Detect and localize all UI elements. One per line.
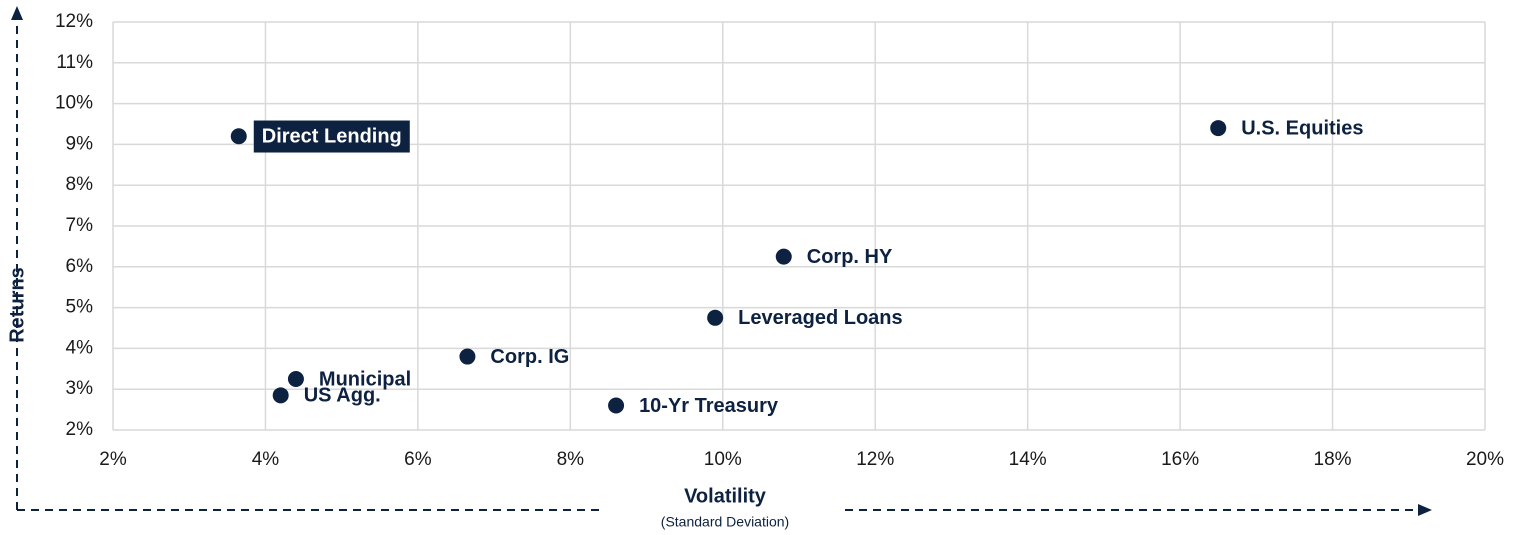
x-tick-label: 18%	[1314, 449, 1352, 470]
point-label: Municipal	[319, 368, 411, 390]
y-tick-label: 6%	[66, 256, 94, 277]
point-label: Direct Lending	[262, 126, 402, 148]
y-tick-label: 11%	[56, 52, 93, 73]
x-tick-label: 4%	[252, 449, 280, 470]
y-tick-label: 10%	[55, 93, 93, 114]
y-arrow-head	[11, 6, 23, 20]
point	[287, 371, 304, 387]
x-tick-label: 2%	[99, 449, 127, 470]
x-arrow-head	[1418, 504, 1432, 516]
x-tick-label: 14%	[1009, 449, 1047, 470]
x-tick-label: 20%	[1466, 449, 1504, 470]
point-label: U.S. Equities	[1241, 117, 1363, 139]
y-tick-label: 2%	[66, 419, 94, 440]
x-tick-label: 6%	[404, 449, 432, 470]
point	[459, 348, 476, 365]
x-axis-title: Volatility	[684, 485, 767, 507]
label-box	[253, 120, 410, 153]
point	[272, 387, 289, 404]
x-tick-label: 8%	[557, 449, 585, 470]
point	[707, 309, 724, 326]
point-label: Corp. HY	[807, 246, 893, 268]
y-tick-label: 3%	[66, 378, 94, 399]
axis-arrows	[16, 22, 1418, 511]
point-label: US Agg.	[304, 385, 381, 407]
point-label: Leveraged Loans	[738, 307, 903, 329]
x-tick-label: 16%	[1161, 449, 1199, 470]
point	[608, 397, 625, 414]
x-tick-label: 12%	[856, 449, 894, 470]
point-label: 10-Yr Treasury	[639, 395, 779, 417]
point-label: Corp. IG	[490, 346, 569, 368]
point	[1210, 120, 1227, 137]
point	[230, 128, 247, 145]
y-tick-label: 12%	[55, 11, 93, 32]
y-tick-label: 9%	[66, 133, 94, 154]
y-tick-label: 4%	[66, 337, 94, 358]
y-tick-label: 8%	[66, 174, 94, 195]
y-axis-title: Returns	[6, 267, 28, 343]
x-axis-subtitle: (Standard Deviation)	[661, 514, 789, 530]
x-tick-label: 10%	[704, 449, 742, 470]
point	[775, 248, 792, 265]
y-tick-label: 5%	[66, 297, 94, 318]
y-tick-label: 7%	[66, 215, 94, 236]
